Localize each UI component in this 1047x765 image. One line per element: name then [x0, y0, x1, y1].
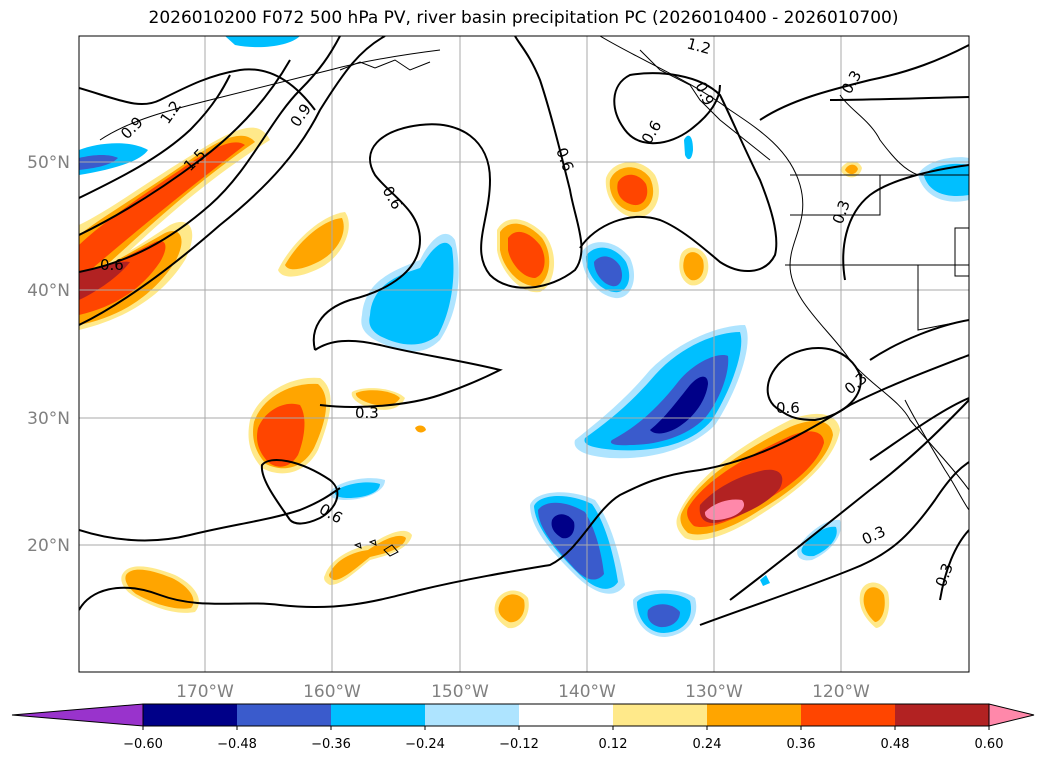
- colorbar-segment: [895, 704, 989, 726]
- colorbar-extend-low: [11, 703, 144, 727]
- colorbar-segment: [425, 704, 519, 726]
- pv-contours: [79, 36, 969, 626]
- contour-label: 1.2: [685, 34, 713, 58]
- colorbar-segment: [143, 704, 237, 726]
- colorbar-outline: [142, 703, 990, 727]
- lon-label-170w: 170°W: [176, 682, 234, 702]
- colorbar-tick-label: −0.12: [499, 737, 539, 752]
- colorbar-tick-label: 0.12: [599, 737, 628, 752]
- lon-label-150w: 150°W: [431, 682, 489, 702]
- colorbar-tick-label: 0.60: [975, 737, 1004, 752]
- colorbar-tick-label: −0.24: [405, 737, 445, 752]
- colorbar-extend-high: [988, 703, 1035, 727]
- lat-label-20n: 20°N: [27, 536, 70, 556]
- contour-label: 0.6: [776, 399, 800, 417]
- coastlines: [99, 36, 969, 511]
- contour-label: 0.3: [355, 404, 379, 422]
- lon-label-160w: 160°W: [303, 682, 361, 702]
- colorbar-tick-label: 0.48: [881, 737, 910, 752]
- lon-label-120w: 120°W: [812, 682, 870, 702]
- colorbar-segment: [237, 704, 331, 726]
- colorbar-segment: [801, 704, 895, 726]
- colorbar-segment: [707, 704, 801, 726]
- map-title: 2026010200 F072 500 hPa PV, river basin …: [148, 8, 899, 28]
- contour-label: 0.6: [100, 256, 124, 274]
- precip-shading: [79, 36, 969, 637]
- lon-label-140w: 140°W: [558, 682, 616, 702]
- colorbar-segment: [519, 704, 613, 726]
- colorbar-tick-label: −0.48: [217, 737, 257, 752]
- colorbar-segment: [331, 704, 425, 726]
- lat-label-30n: 30°N: [27, 409, 70, 429]
- lon-label-130w: 130°W: [685, 682, 743, 702]
- colorbar-segment: [613, 704, 707, 726]
- lat-label-50n: 50°N: [27, 153, 70, 173]
- colorbar-tick-label: −0.36: [311, 737, 351, 752]
- colorbar-tick-label: −0.60: [123, 737, 163, 752]
- lat-label-40n: 40°N: [27, 281, 70, 301]
- lon-labels: 170°W 160°W 150°W 140°W 130°W 120°W: [176, 682, 870, 702]
- colorbar-tick-label: 0.36: [787, 737, 816, 752]
- map-frame: [78, 35, 970, 673]
- colorbar: −0.60 −0.48 −0.36 −0.24 −0.12 0.12 0.24 0.36 0.4…: [11, 703, 1035, 752]
- colorbar-tick-label: 0.24: [693, 737, 722, 752]
- hawaii-islands: [353, 539, 399, 557]
- lat-labels: 50°N 40°N 30°N 20°N: [27, 153, 70, 556]
